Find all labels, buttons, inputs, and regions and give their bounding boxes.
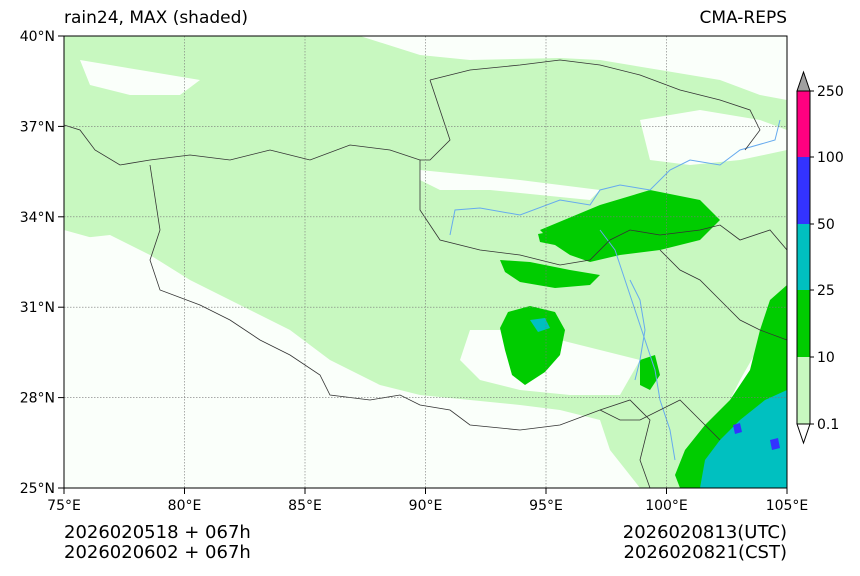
- river: [629, 279, 646, 381]
- init-time-cst: 2026020602 + 067h: [64, 542, 251, 563]
- colorbar-label: 25: [817, 283, 835, 299]
- lon-label: 85°E: [288, 498, 322, 514]
- colorbar-label: 10: [817, 350, 835, 366]
- border-line: [64, 124, 787, 266]
- lat-label: 37°N: [20, 119, 55, 135]
- lat-label: 31°N: [20, 300, 55, 316]
- colorbar-segment-10-25: [797, 290, 810, 357]
- colorbar-over-arrow: [796, 70, 811, 92]
- model-name: CMA-REPS: [699, 8, 787, 28]
- colorbar-under-arrow: [796, 423, 811, 445]
- river: [449, 119, 781, 236]
- colorbar-segment-50-100: [797, 157, 810, 224]
- init-time-block: 2026020518 + 067h 2026020602 + 067h: [64, 523, 251, 563]
- map-area: [64, 36, 787, 488]
- rain-very-heavy-patch: [733, 423, 742, 434]
- valid-time-block: 2026020813(UTC) 2026020821(CST): [623, 523, 787, 563]
- lon-label: 75°E: [47, 498, 81, 514]
- colorbar-segment-0.1-10: [797, 357, 810, 424]
- colorbar-segment-25-50: [797, 224, 810, 290]
- border-line: [429, 59, 761, 151]
- rain-moderate-patch: [540, 190, 720, 262]
- map-title: rain24, MAX (shaded): [64, 8, 249, 28]
- rain-moderate-patch: [640, 355, 660, 390]
- lon-label: 95°E: [529, 498, 563, 514]
- gridlines: [64, 36, 787, 488]
- border-line: [659, 249, 787, 341]
- init-time-utc: 2026020518 + 067h: [64, 522, 251, 543]
- colorbar-segment-100-250: [797, 91, 810, 157]
- border-line: [599, 399, 721, 441]
- rain-moderate-patch: [500, 260, 600, 288]
- valid-time-utc: 2026020813(UTC): [622, 522, 787, 543]
- lon-label: 80°E: [168, 498, 202, 514]
- lat-label: 28°N: [20, 391, 55, 407]
- no-rain-gap: [420, 170, 600, 200]
- no-rain-gap: [640, 110, 787, 165]
- colorbar-label: 100: [817, 150, 844, 166]
- lat-ticks: [58, 35, 64, 489]
- lon-label: 100°E: [645, 498, 688, 514]
- rain-heavy-patch: [700, 390, 787, 488]
- lat-label: 25°N: [20, 481, 55, 497]
- rain-moderate-patch: [538, 230, 568, 245]
- no-rain-gap: [64, 235, 380, 385]
- colorbar-label: 250: [817, 84, 844, 100]
- border-line: [420, 79, 451, 161]
- lat-label: 34°N: [20, 210, 55, 226]
- colorbar-label: 50: [817, 217, 835, 233]
- colorbar: 250 100 50 25 10 0.1: [796, 70, 844, 445]
- rain-very-heavy-patch: [770, 438, 780, 450]
- lon-ticks: [63, 488, 788, 494]
- rain-heavy-patch: [530, 318, 550, 332]
- colorbar-label: 0.1: [817, 417, 839, 433]
- lon-label: 105°E: [766, 498, 809, 514]
- lat-label: 40°N: [20, 29, 55, 45]
- no-rain-gap: [80, 60, 200, 95]
- valid-time-cst: 2026020821(CST): [623, 542, 787, 563]
- lon-label: 90°E: [409, 498, 443, 514]
